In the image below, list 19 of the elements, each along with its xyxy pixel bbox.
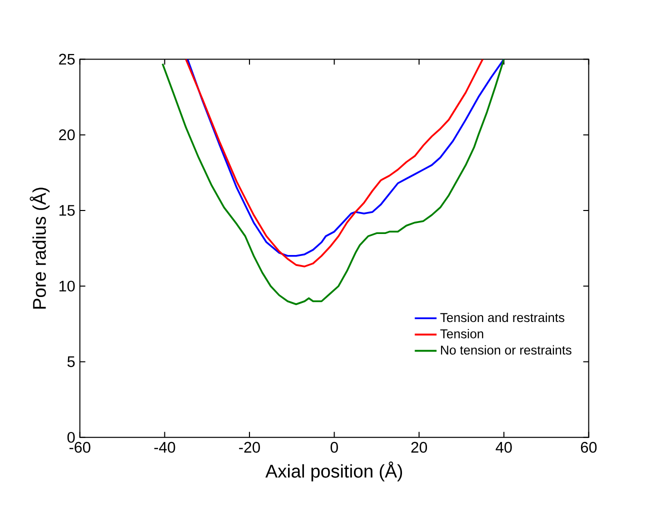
x-tick-label: 60 <box>580 442 597 453</box>
x-tick-label: -60 <box>69 442 90 453</box>
x-tick-label: -40 <box>154 442 176 453</box>
x-tick-label: 20 <box>411 442 428 453</box>
x-tick-label: 40 <box>496 442 512 453</box>
legend-label: Tension and restraints <box>440 312 564 322</box>
y-tick-label: 0 <box>67 432 75 443</box>
y-tick-label: 5 <box>67 356 75 367</box>
line-series <box>162 59 505 305</box>
y-tick-label: 15 <box>59 204 75 216</box>
x-tick-label: -20 <box>239 442 260 453</box>
x-axis-title: Axial position (Å) <box>265 461 402 482</box>
y-tick-label: 25 <box>59 54 75 64</box>
legend-label: Tension <box>440 328 484 338</box>
legend-label: No tension or restraints <box>441 345 572 354</box>
y-tick-label: 10 <box>59 280 75 292</box>
y-axis-title: Pore radius (Å) <box>30 188 50 308</box>
x-tick-label: 0 <box>330 442 338 453</box>
y-tick-label: 20 <box>59 129 75 140</box>
